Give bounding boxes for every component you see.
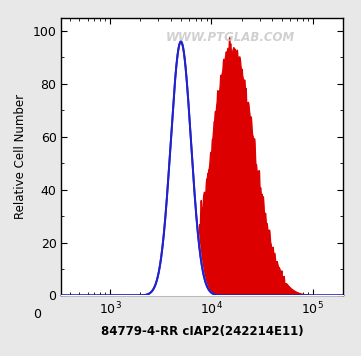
Text: 0: 0: [34, 308, 42, 321]
Text: WWW.PTGLAB.COM: WWW.PTGLAB.COM: [166, 31, 295, 44]
Y-axis label: Relative Cell Number: Relative Cell Number: [14, 94, 27, 219]
X-axis label: 84779-4-RR cIAP2(242214E11): 84779-4-RR cIAP2(242214E11): [101, 325, 304, 338]
